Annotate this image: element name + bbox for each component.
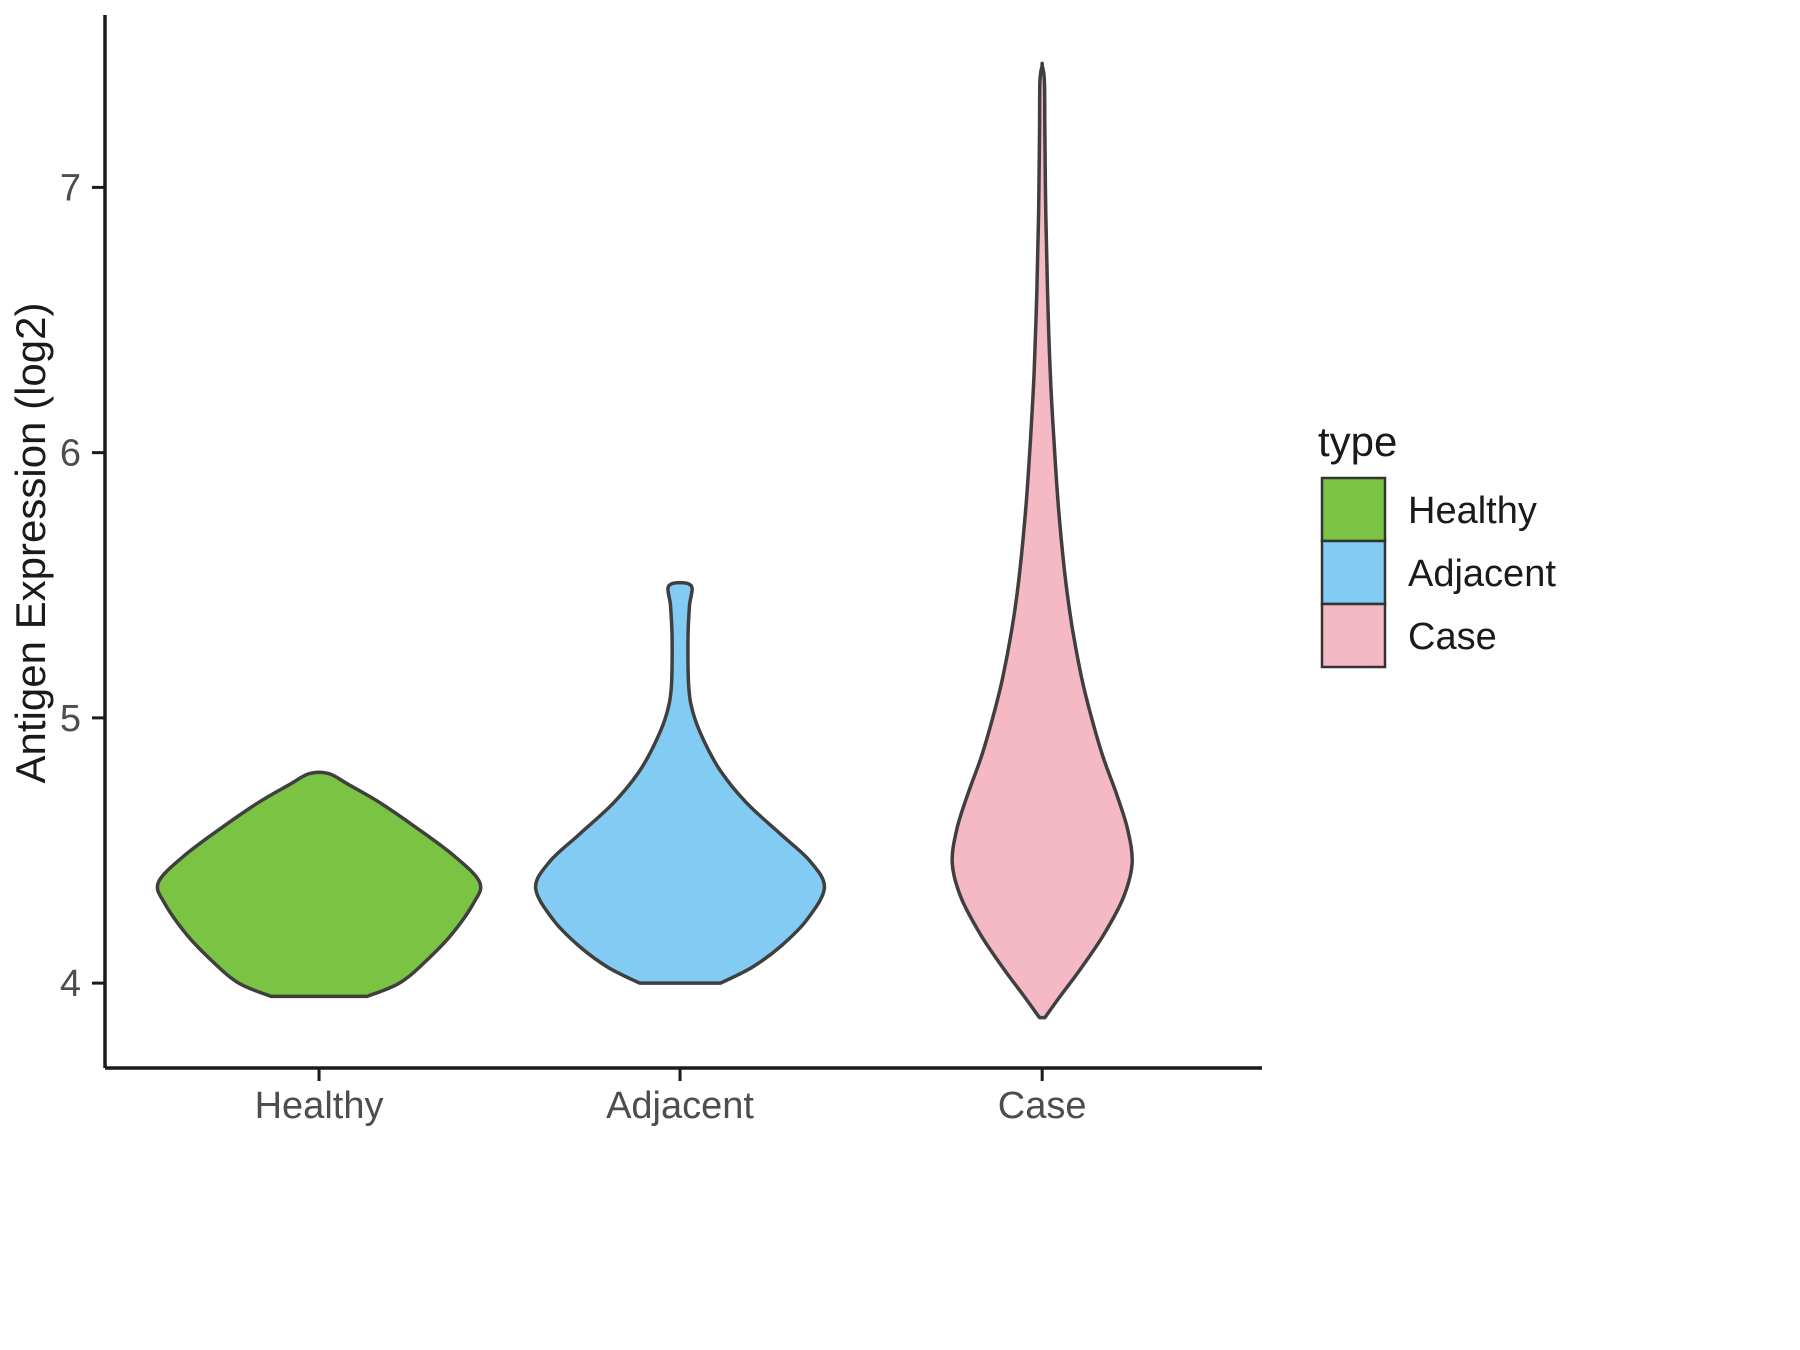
y-tick-label: 4 — [60, 963, 81, 1005]
violin-adjacent — [533, 580, 827, 985]
legend-key-adjacent — [1320, 539, 1387, 606]
x-category-label-case: Case — [998, 1085, 1087, 1127]
violin-case — [950, 61, 1134, 1020]
x-category-label-adjacent: Adjacent — [606, 1085, 754, 1127]
legend-label-healthy: Healthy — [1408, 490, 1537, 532]
legend-title: type — [1318, 418, 1397, 465]
y-axis-title: Antigen Expression (log2) — [7, 303, 54, 784]
y-tick-label: 6 — [60, 433, 81, 475]
legend-key-case — [1320, 602, 1387, 669]
plot-area: 4 5 6 7 Healthy Adjacent Case — [60, 15, 1262, 1127]
legend-label-case: Case — [1408, 616, 1497, 658]
y-tick-label: 5 — [60, 698, 81, 740]
x-category-label-healthy: Healthy — [255, 1085, 384, 1127]
legend-label-adjacent: Adjacent — [1408, 553, 1556, 595]
violin-healthy — [155, 770, 483, 999]
legend-key-healthy — [1320, 476, 1387, 543]
legend: Healthy Adjacent Case — [1320, 476, 1556, 669]
y-tick-label: 7 — [60, 167, 81, 209]
